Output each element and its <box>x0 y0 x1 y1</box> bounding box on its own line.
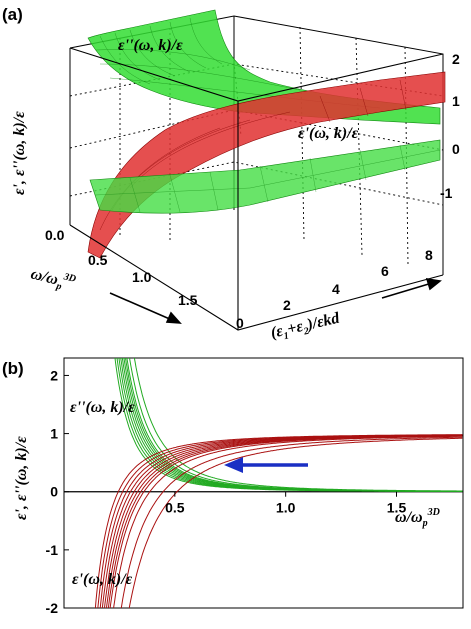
x-axis-label: ω/ωp3D <box>28 263 77 295</box>
eps-imag-curve <box>123 358 463 492</box>
label-eps-imag-3d: ε''(ω, k)/ε <box>118 37 183 54</box>
x-tick: 1.5 <box>178 292 198 308</box>
x-tick-label: 1.0 <box>276 500 296 516</box>
y-axis-label: (ε1+ε2)/εkd <box>269 309 343 344</box>
y-tick-label: 1 <box>50 426 58 442</box>
y-axis-arrow <box>381 278 442 299</box>
y-tick: 2 <box>283 297 291 313</box>
z-tick: -1 <box>440 185 453 201</box>
x-axis-arrow <box>109 292 182 324</box>
panel-b-label: (b) <box>2 359 24 378</box>
eps-real-curve <box>109 435 463 608</box>
panel-a-surface-plot: (a) <box>2 5 460 344</box>
y-tick-label: 0 <box>50 484 58 500</box>
z-axis-label: ε', ε''(ω, k)/ε <box>11 111 28 195</box>
x-ticks: 0.5 1.0 1.5 <box>165 491 407 516</box>
eps-imag-curve <box>129 358 463 492</box>
box-front-edges <box>69 47 444 331</box>
surface-eps-imag-lower <box>89 139 441 214</box>
surface-eps-imag-lower-mesh <box>94 144 441 213</box>
x-tick-label: 0.5 <box>165 500 185 516</box>
eps-imag-curve <box>133 358 463 492</box>
y-tick: 8 <box>425 247 433 263</box>
y-tick: 4 <box>332 281 340 297</box>
x-tick-label: 1.5 <box>387 500 407 516</box>
x-axis-label-b: ω/ωp3D <box>395 507 440 529</box>
panel-a-label: (a) <box>2 5 23 24</box>
shift-arrow <box>224 457 308 473</box>
label-eps-real-3d: ε'(ω, k)/ε <box>298 125 359 142</box>
y-tick-label: -1 <box>46 542 59 558</box>
x-tick: 1.0 <box>132 269 152 285</box>
y-tick: 0 <box>236 315 244 331</box>
z-tick: 0 <box>452 141 460 157</box>
eps-real-curve <box>120 436 463 608</box>
y-tick: 6 <box>381 263 389 279</box>
eps-real-curve <box>128 437 463 608</box>
z-tick: 2 <box>452 51 460 67</box>
z-tick: 1 <box>452 93 460 109</box>
plot-frame <box>63 357 464 609</box>
eps-real-curve <box>113 435 463 608</box>
panel-b-line-plot: (b) 2 1 0 -1 -2 0.5 1.0 1.5 ε', ε''(ω, k)/ε ω/… <box>2 357 464 616</box>
eps-imag-curve <box>126 358 463 492</box>
eps-imag-curve <box>124 358 463 492</box>
annotation-eps-imag: ε''(ω, k)/ε <box>70 399 135 416</box>
eps-imag-curve <box>118 358 463 492</box>
y-tick-label: 2 <box>50 367 58 383</box>
x-tick: 0.0 <box>45 227 65 243</box>
y-ticks: 2 1 0 -1 -2 <box>46 367 69 616</box>
series-group-eps-real <box>94 434 463 608</box>
eps-imag-curve <box>116 358 463 492</box>
eps-imag-curve <box>114 358 463 492</box>
eps-imag-curve <box>120 358 463 492</box>
y-tick-label: -2 <box>46 600 59 616</box>
y-axis-label-b: ε', ε''(ω, k)/ε <box>13 436 30 520</box>
series-group-eps-imag <box>114 358 463 492</box>
annotation-eps-real: ε'(ω, k)/ε <box>72 571 133 588</box>
eps-imag-curve <box>121 358 463 492</box>
x-tick: 0.5 <box>88 252 108 268</box>
